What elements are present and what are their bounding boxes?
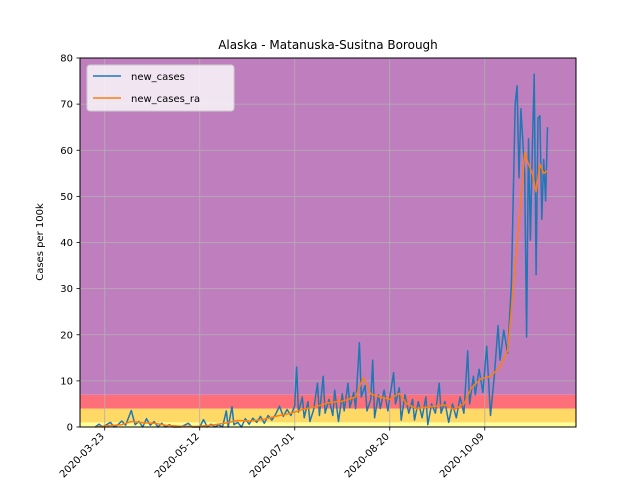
chart-title: Alaska - Matanuska-Susitna Borough	[218, 38, 438, 52]
y-tick-label-7: 70	[60, 100, 73, 111]
y-axis: 0 10 20 30 40 50 60 70 80	[60, 54, 80, 434]
y-tick-label-8: 80	[60, 54, 73, 65]
legend-label-new-cases-ra: new_cases_ra	[131, 94, 200, 105]
legend: new_cases new_cases_ra	[86, 64, 235, 112]
y-tick-label-5: 50	[60, 192, 73, 203]
risk-band-0	[80, 422, 576, 427]
series-line-new-cases-ra	[95, 151, 548, 428]
y-tick-label-2: 20	[60, 330, 73, 341]
y-tick-label-6: 60	[60, 146, 73, 157]
legend-label-new-cases: new_cases	[131, 72, 185, 83]
legend-box	[86, 64, 235, 112]
series-line-new-cases	[94, 73, 549, 428]
series-lines	[94, 73, 549, 428]
y-tick-label-4: 40	[60, 238, 73, 249]
y-tick-label-3: 30	[60, 284, 73, 295]
y-tick-label-0: 0	[67, 423, 73, 434]
risk-band-3	[80, 58, 576, 395]
y-axis-label: Cases per 100k	[35, 203, 46, 281]
risk-band-1	[80, 408, 576, 423]
y-tick-label-1: 10	[60, 376, 73, 387]
